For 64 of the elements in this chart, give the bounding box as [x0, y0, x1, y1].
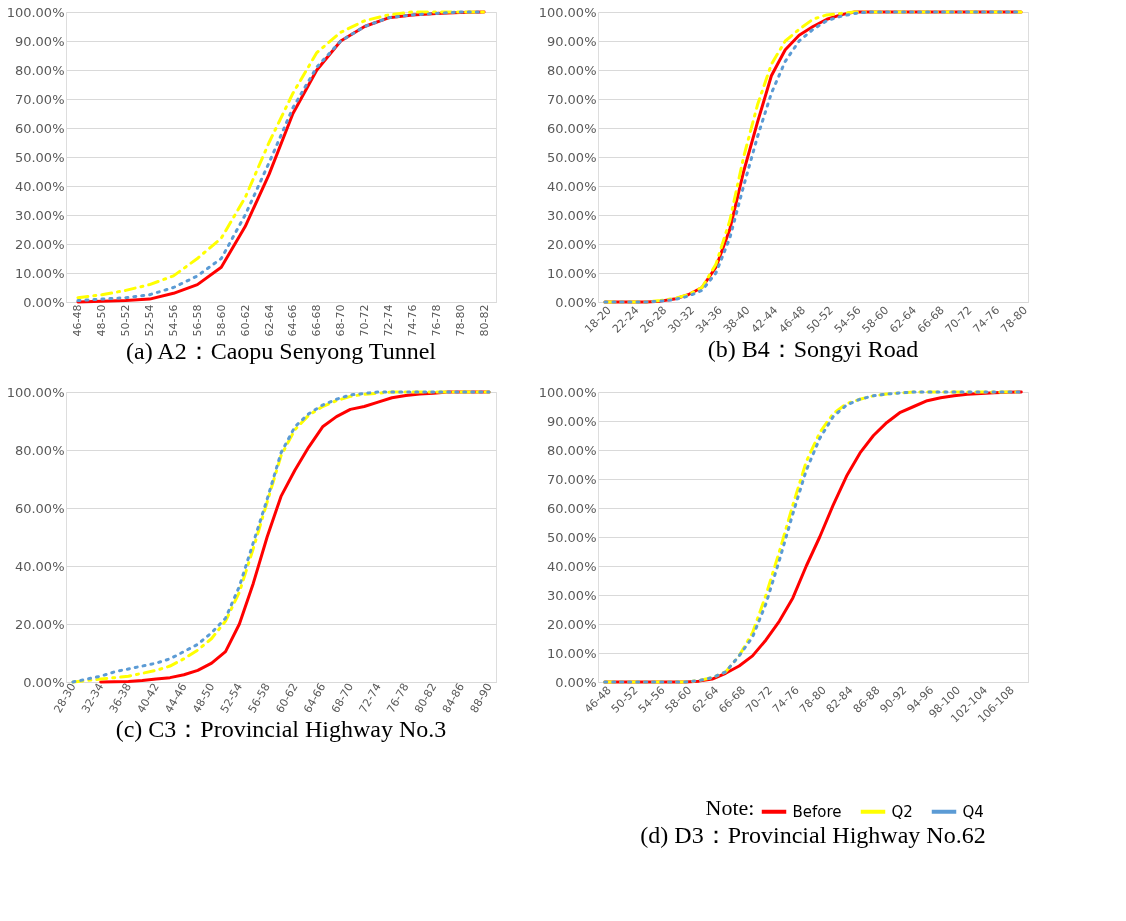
- y-tick-label: 80.00%: [14, 442, 65, 458]
- text: (b) B4：Songyi Road: [707, 336, 919, 363]
- y-tick-label: 50.00%: [14, 149, 65, 165]
- y-tick-label: 40.00%: [14, 178, 65, 194]
- y-tick-label: 60.00%: [14, 120, 65, 136]
- y-tick-label: 90.00%: [14, 33, 65, 49]
- x-tick-label: 50-52: [119, 304, 133, 337]
- x-tick-label: 62-64: [262, 304, 276, 337]
- y-tick-label: 40.00%: [14, 558, 65, 574]
- y-tick-label: 20.00%: [14, 616, 65, 632]
- y-tick-label: 0.00%: [23, 294, 65, 310]
- y-tick-label: 30.00%: [14, 207, 65, 223]
- x-tick-label: 74-76: [405, 304, 419, 337]
- x-tick-label: 70-72: [358, 304, 372, 337]
- y-tick-label: 70.00%: [14, 91, 65, 107]
- x-tick-label: 72-74: [382, 304, 395, 337]
- legend-label: Before: [792, 802, 842, 821]
- x-tick-label: 76-78: [429, 304, 443, 337]
- x-tick-label: 46-48: [71, 304, 85, 337]
- y-tick-label: 60.00%: [14, 500, 65, 516]
- x-tick-label: 58-60: [214, 304, 228, 337]
- text: (c) C3：Provincial Highway No.3: [115, 716, 447, 743]
- y-tick-label: 10.00%: [546, 265, 597, 281]
- y-tick-label: 70.00%: [546, 471, 597, 487]
- y-tick-label: 20.00%: [546, 236, 597, 252]
- y-tick-label: 100.00%: [6, 384, 65, 400]
- y-tick-label: 50.00%: [546, 149, 597, 165]
- y-tick-label: 20.00%: [546, 616, 597, 632]
- y-tick-label: 40.00%: [546, 178, 597, 194]
- y-tick-label: 20.00%: [14, 236, 65, 252]
- x-tick-label: 60-62: [238, 304, 252, 337]
- x-tick-label: 64-66: [286, 304, 300, 337]
- y-tick-label: 60.00%: [546, 500, 597, 516]
- y-tick-label: 100.00%: [538, 4, 597, 20]
- y-tick-label: 80.00%: [546, 62, 597, 78]
- legend-label: Q2: [891, 802, 913, 821]
- x-tick-label: 78-80: [453, 304, 467, 337]
- y-tick-label: 100.00%: [6, 4, 65, 20]
- x-tick-label: 52-54: [143, 304, 157, 337]
- text: (d) D3：Provincial Highway No.62: [640, 822, 986, 848]
- y-tick-label: 80.00%: [14, 62, 65, 78]
- x-tick-label: 48-50: [95, 304, 109, 337]
- y-tick-label: 70.00%: [546, 91, 597, 107]
- y-tick-label: 30.00%: [546, 587, 597, 603]
- y-tick-label: 30.00%: [546, 207, 597, 223]
- y-tick-label: 80.00%: [546, 442, 597, 458]
- text: (a) A2：Caopu Senyong Tunnel: [125, 337, 437, 364]
- y-tick-label: 60.00%: [546, 120, 597, 136]
- y-tick-label: 10.00%: [546, 645, 597, 661]
- x-tick-label: 54-56: [167, 304, 180, 337]
- y-tick-label: 40.00%: [546, 558, 597, 574]
- x-tick-label: 66-68: [310, 304, 324, 337]
- y-tick-label: 50.00%: [546, 529, 597, 545]
- x-tick-label: 68-70: [334, 304, 348, 337]
- y-tick-label: 10.00%: [14, 265, 65, 281]
- y-tick-label: 0.00%: [555, 674, 597, 690]
- y-tick-label: 90.00%: [546, 413, 597, 429]
- y-tick-label: 0.00%: [555, 294, 597, 310]
- y-tick-label: 90.00%: [546, 33, 597, 49]
- x-tick-label: 56-58: [190, 304, 204, 337]
- legend-title: Note:: [705, 795, 755, 820]
- y-tick-label: 100.00%: [538, 384, 597, 400]
- x-tick-label: 80-82: [477, 304, 491, 337]
- legend-label: Q4: [962, 802, 984, 821]
